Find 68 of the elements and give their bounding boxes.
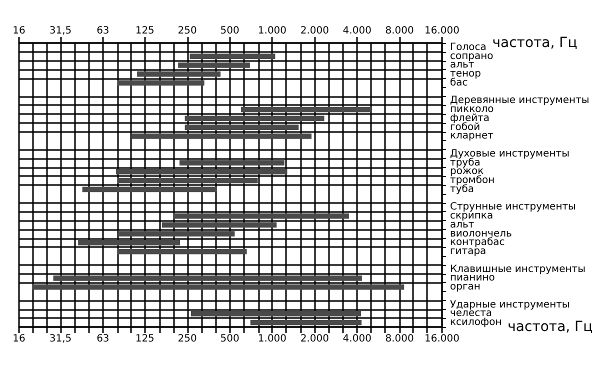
bar xyxy=(190,54,276,59)
y-tick-label: контрабас xyxy=(450,237,505,248)
bar xyxy=(116,169,288,174)
bar xyxy=(190,311,362,316)
bar xyxy=(53,276,362,281)
x-tick-label: 500 xyxy=(220,334,240,344)
x-tick-label: 4.000 xyxy=(342,334,372,344)
y-tick-label: ксилофон xyxy=(450,317,502,328)
bar xyxy=(119,231,235,236)
y-tick-label: бас xyxy=(450,77,468,88)
text: 31,5 xyxy=(49,26,72,36)
bar xyxy=(118,178,258,184)
x-tick-label: 16 xyxy=(12,334,26,344)
text: 16 xyxy=(12,26,26,36)
bar xyxy=(180,160,284,166)
x-axis-title: частота, Гц xyxy=(492,35,578,51)
bar xyxy=(178,62,250,68)
text: 8.000 xyxy=(385,26,414,36)
bar xyxy=(118,80,204,86)
y-tick-label: скрипка xyxy=(450,210,494,222)
y-tick-label: Духовые инструменты xyxy=(450,148,570,160)
bar xyxy=(82,186,217,192)
x-tick-label: 250 xyxy=(178,334,197,344)
text: 63 xyxy=(96,26,110,36)
text: 125 xyxy=(135,26,154,36)
y-tick-label: Голоса xyxy=(450,42,486,53)
text: частота, Гц xyxy=(508,319,593,335)
bar xyxy=(118,248,247,254)
bar xyxy=(131,134,312,139)
y-tick-label: тенор xyxy=(450,68,481,80)
bar xyxy=(137,71,221,77)
text: 16.000 xyxy=(424,26,460,36)
bar xyxy=(32,284,404,290)
bar xyxy=(174,213,349,219)
text: 250 xyxy=(178,26,197,36)
bar xyxy=(184,116,324,122)
y-tick-label: тромбон xyxy=(450,175,495,186)
y-tick-label: Струнные инструменты xyxy=(450,202,576,213)
bar xyxy=(184,124,299,130)
y-tick-label: Деревянные инструменты xyxy=(450,95,590,106)
bar xyxy=(162,222,277,228)
y-tick-label: гитара xyxy=(450,246,486,258)
y-tick-label: пианино xyxy=(450,272,495,284)
y-tick-label: флейта xyxy=(450,112,490,124)
y-tick-label: орган xyxy=(450,282,480,293)
bar xyxy=(250,320,362,326)
y-tick-label: Клавишные инструменты xyxy=(450,264,586,275)
text: 2.000 xyxy=(300,26,329,36)
y-tick-label: труба xyxy=(450,157,480,168)
text: 1.000 xyxy=(258,26,287,36)
bar xyxy=(78,240,180,246)
x-tick-label: 63 xyxy=(96,334,110,344)
y-tick-label: Ударные инструменты xyxy=(450,299,570,310)
y-tick-label: кларнет xyxy=(450,130,494,142)
y-tick-label: гобой xyxy=(450,122,480,133)
y-tick-label: альт xyxy=(450,60,474,71)
y-tick-label: сопрано xyxy=(450,50,494,62)
y-tick-label: туба xyxy=(450,184,474,195)
x-tick-label: 16.000 xyxy=(424,334,460,344)
x-tick-label: 31,5 xyxy=(49,334,72,344)
bar xyxy=(240,106,372,112)
x-tick-label: 1.000 xyxy=(258,334,287,344)
text: 4.000 xyxy=(342,26,372,36)
y-tick-label: альт xyxy=(450,219,474,230)
x-tick-label: 2.000 xyxy=(300,334,329,344)
x-tick-label: 8.000 xyxy=(385,334,414,344)
text: 500 xyxy=(220,26,240,36)
x-tick-label: 125 xyxy=(135,334,154,344)
